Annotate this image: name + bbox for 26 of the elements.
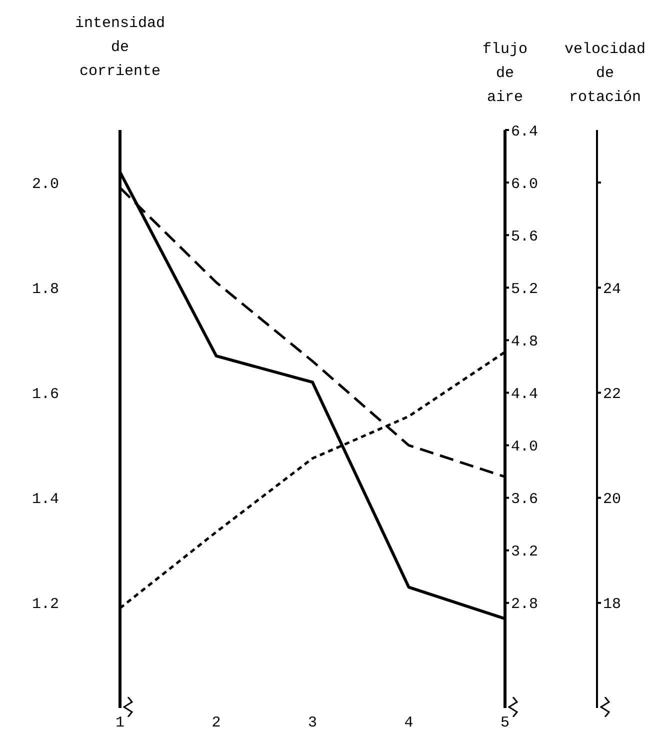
y2-tick-label: 5.2 xyxy=(511,280,538,298)
y2-tick-label: 4.8 xyxy=(511,334,538,351)
y-tick-label: 1.4 xyxy=(32,491,59,508)
y3-tick-label: 22 xyxy=(603,386,622,404)
y-axis-title: intensidad de corriente xyxy=(74,14,166,82)
y2-tick-label: 4.0 xyxy=(511,438,538,456)
y2-tick-label: 5.6 xyxy=(511,228,538,246)
y3-tick-label: 24 xyxy=(603,280,622,298)
y2-tick-label: 4.4 xyxy=(511,386,538,404)
x-tick-label: 4 xyxy=(404,714,414,732)
x-tick-label: 1 xyxy=(115,714,125,732)
y2-tick-label: 6.4 xyxy=(511,123,538,140)
y2-tick-label: 2.8 xyxy=(511,596,538,614)
y2-tick-label: 3.6 xyxy=(511,491,538,508)
x-tick-label: 5 xyxy=(500,714,510,732)
x-tick-label: 2 xyxy=(212,714,221,732)
y-tick-label: 2.0 xyxy=(32,176,59,193)
y3-tick-label: 20 xyxy=(603,491,622,508)
y2-tick-label: 3.2 xyxy=(511,544,538,561)
y3-axis-title: velocidad de rotación xyxy=(563,40,646,108)
y3-tick-label: 18 xyxy=(603,596,622,614)
y-tick-label: 1.8 xyxy=(32,280,59,298)
x-tick-label: 3 xyxy=(308,714,318,732)
y-tick-label: 1.6 xyxy=(32,386,59,404)
y-tick-label: 1.2 xyxy=(32,596,59,614)
y2-tick-label: 6.0 xyxy=(511,176,538,193)
